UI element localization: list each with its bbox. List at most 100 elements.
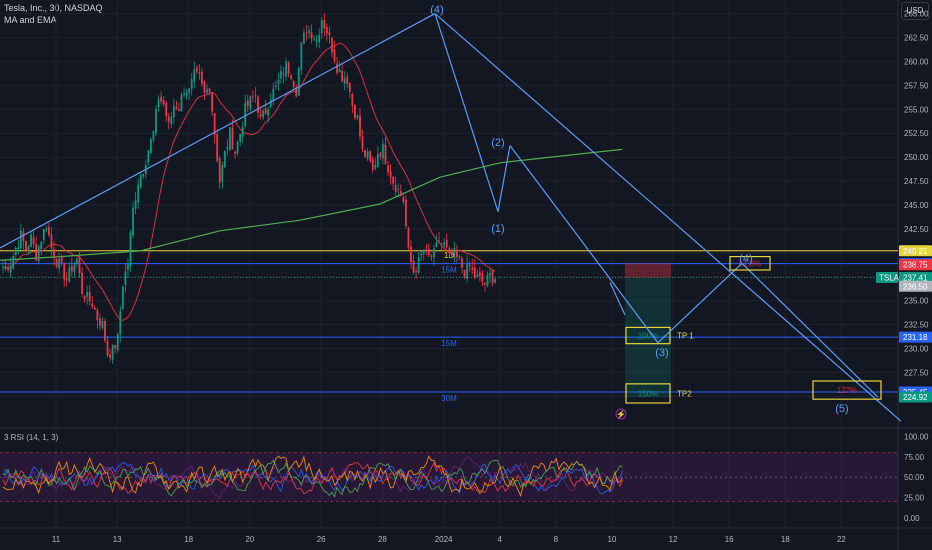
wave-1-leg: [434, 13, 499, 212]
indicator-label[interactable]: MA and EMA: [4, 15, 57, 25]
candle-body: [106, 340, 109, 356]
rsi-tick-label: 100.00: [904, 433, 929, 442]
candle-body: [433, 248, 435, 258]
candle-body: [116, 333, 119, 351]
price-badge: [899, 272, 932, 284]
rsi-title: 3 RSI (14, 1, 3): [4, 433, 59, 442]
candle-body: [234, 152, 236, 155]
candle-body: [147, 150, 150, 163]
candle-body: [328, 32, 331, 36]
candle-body: [216, 134, 219, 161]
candle-body: [30, 234, 32, 247]
candle-body: [379, 152, 382, 157]
candle-body: [241, 126, 244, 137]
candle-body: [65, 278, 68, 281]
price-tick-label: 247.50: [904, 177, 929, 186]
price-badge: [899, 280, 932, 292]
candle-body: [37, 246, 40, 261]
candle-body: [376, 154, 379, 168]
time-tick-label: 16: [725, 535, 734, 544]
candle-body: [195, 67, 198, 72]
candle-body: [292, 81, 295, 88]
currency-button[interactable]: USD: [901, 2, 929, 20]
price-tick-label: 250.00: [904, 153, 929, 162]
candle-body: [440, 242, 443, 244]
candle-body: [415, 270, 417, 273]
candle-body: [466, 263, 468, 279]
candle-body: [165, 102, 168, 117]
price-tick-label: 265.00: [904, 10, 929, 19]
symbol-badge-text: TSLA: [879, 274, 900, 283]
price-badge-text: 240.21: [903, 247, 928, 256]
candle-body: [371, 158, 374, 170]
candle-body: [458, 256, 461, 258]
candle-body: [387, 165, 389, 173]
candle-body: [346, 76, 349, 84]
candle-body: [392, 176, 395, 184]
candle-body: [410, 246, 412, 262]
candle-body: [397, 189, 400, 191]
candle-body: [70, 266, 73, 272]
candle-body: [134, 200, 137, 209]
time-axis: 11 13 18 20 26 28 2024 4 8 10 12 16 18 22: [52, 535, 847, 544]
candle-body: [315, 40, 318, 42]
time-tick-label: 18: [184, 535, 193, 544]
candle-body: [443, 242, 446, 246]
wave-3-leg: [509, 145, 659, 344]
candle-body: [229, 127, 231, 150]
candle-body: [206, 89, 208, 93]
time-tick-label: 13: [113, 535, 122, 544]
candle-body: [486, 274, 489, 286]
candle-body: [461, 258, 463, 268]
candle-body: [333, 49, 336, 62]
time-tick-label: 2024: [435, 535, 453, 544]
candle-body: [42, 228, 45, 240]
candle-body: [422, 249, 425, 254]
time-tick-label: 8: [554, 535, 559, 544]
candle-body: [239, 133, 242, 142]
candle-body: [193, 69, 196, 82]
candle-body: [25, 241, 27, 252]
candle-body: [213, 113, 216, 136]
candle-body: [201, 71, 203, 84]
candle-body: [35, 244, 38, 261]
candle-body: [249, 96, 252, 109]
time-tick-label: 28: [378, 535, 387, 544]
trendline-fall: [434, 13, 902, 422]
candle-body: [124, 271, 127, 285]
candle-body: [218, 158, 221, 183]
candle-body: [384, 144, 387, 164]
candle-body: [338, 69, 341, 72]
candle-body: [91, 303, 94, 307]
price-tick-label: 230.00: [904, 344, 929, 353]
candle-body: [76, 258, 78, 264]
candle-body: [81, 272, 83, 294]
candle-body: [9, 265, 12, 273]
candle-body: [356, 115, 359, 118]
candle-body: [32, 237, 35, 245]
time-tick-label: 22: [837, 535, 846, 544]
candle-body: [160, 96, 162, 102]
candle-body: [456, 249, 458, 257]
candle-body: [167, 116, 170, 122]
target-zones: 100% TP 1 150% TP2: [625, 263, 694, 404]
time-tick-label: 4: [497, 535, 502, 544]
candle-body: [96, 310, 99, 321]
level-label: 15M: [441, 339, 457, 348]
candle-body: [2, 267, 4, 269]
price-badge-text: 237.41: [903, 274, 928, 283]
candle-body: [272, 88, 275, 101]
candle-body: [198, 72, 201, 74]
time-tick-label: 18: [781, 535, 790, 544]
candle-body: [172, 105, 175, 118]
candle-body: [269, 99, 272, 107]
candle-body: [114, 344, 117, 349]
candle-body: [53, 248, 55, 259]
price-tick-label: 235.00: [904, 297, 929, 306]
level-label: 15M: [441, 266, 457, 275]
candle-body: [320, 20, 323, 34]
candle-body: [280, 70, 282, 79]
candle-body: [259, 114, 262, 117]
candle-body: [178, 109, 180, 111]
